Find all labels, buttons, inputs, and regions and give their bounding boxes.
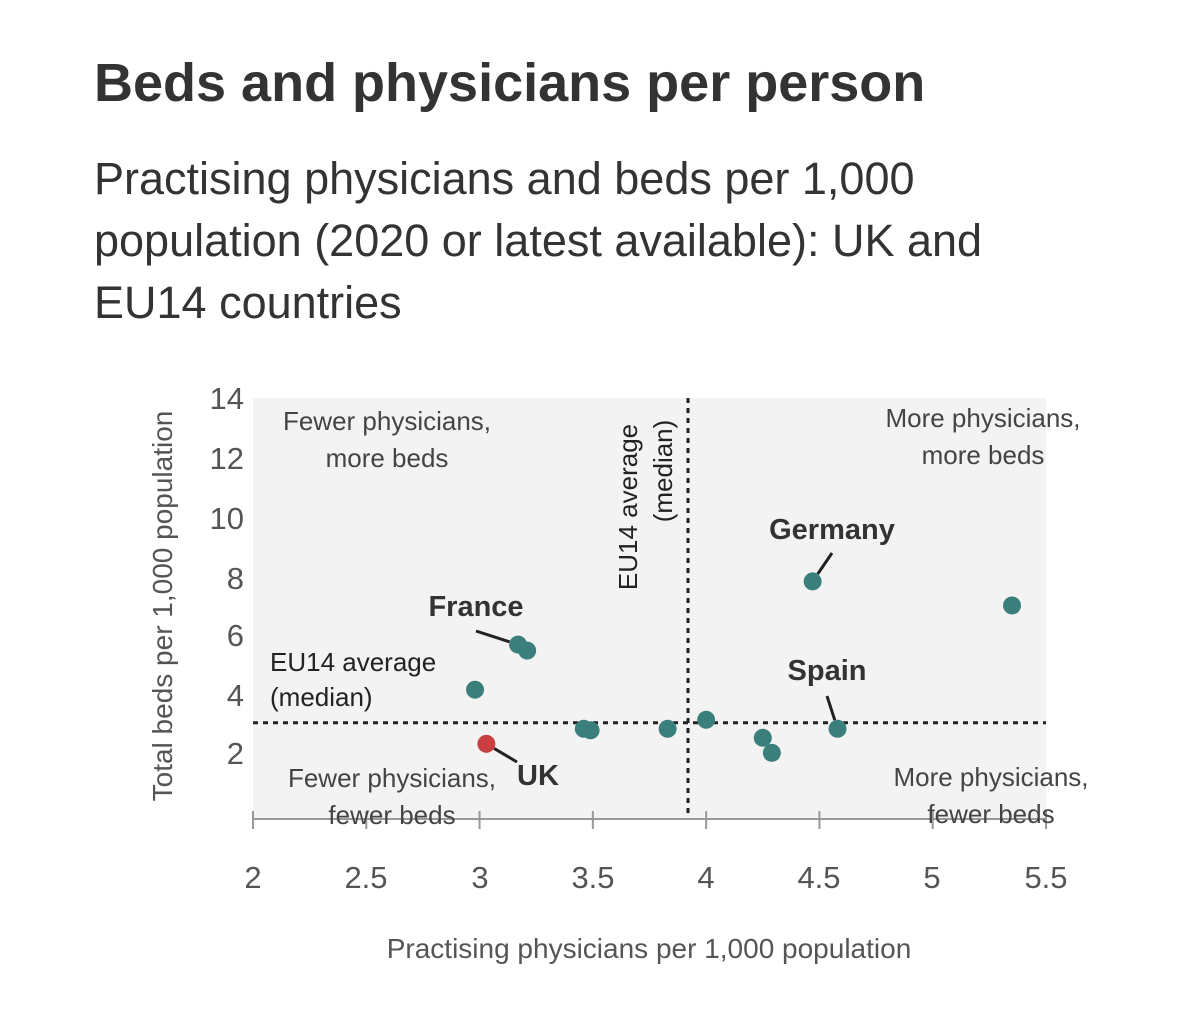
median-lines <box>253 398 1046 814</box>
y-tick-label: 12 <box>210 441 244 476</box>
quadrant-bottom-left-line1: Fewer physicians, <box>288 763 496 793</box>
y-tick-label: 4 <box>227 678 244 713</box>
y-tick-label: 2 <box>227 736 244 771</box>
data-point-highlight <box>477 734 496 753</box>
x-tick-labels: 2 2.5 3 3.5 4 4.5 5 5.5 <box>244 860 1067 895</box>
data-point <box>762 743 781 762</box>
x-tick-label: 2 <box>244 860 261 895</box>
quadrant-bottom-right-line1: More physicians, <box>893 762 1088 792</box>
data-point <box>581 721 600 740</box>
data-points <box>466 572 1022 762</box>
data-point <box>1003 596 1022 615</box>
callout-leader-spain <box>825 695 837 721</box>
quadrant-top-left-line1: Fewer physicians, <box>283 406 491 436</box>
y-median-label-line1: EU14 average <box>270 647 436 677</box>
quadrant-labels: Fewer physicians, more beds More physici… <box>283 403 1089 830</box>
x-tick-label: 3.5 <box>571 860 614 895</box>
callout-label-france: France <box>428 591 523 623</box>
data-point <box>466 680 485 699</box>
data-point <box>697 710 716 729</box>
data-point <box>828 719 847 738</box>
y-median-label-line2: (median) <box>270 682 373 712</box>
callout-label-uk: UK <box>517 760 559 792</box>
callout-leader-france <box>475 629 510 644</box>
quadrant-top-right-line2: more beds <box>922 440 1045 470</box>
y-tick-label: 8 <box>227 561 244 596</box>
x-median-label-line1: EU14 average <box>613 424 643 590</box>
quadrant-bottom-left-line2: fewer beds <box>328 800 455 830</box>
x-axis-label: Practising physicians per 1,000 populati… <box>387 933 912 964</box>
data-point <box>803 572 822 591</box>
y-tick-labels: 14 12 10 8 6 4 2 <box>210 381 244 771</box>
data-point <box>658 719 677 738</box>
data-point <box>753 728 772 747</box>
x-tick-label: 2.5 <box>344 860 387 895</box>
chart-title: Beds and physicians per person <box>94 53 926 113</box>
quadrant-top-left-line2: more beds <box>326 443 449 473</box>
x-tick-label: 5.5 <box>1024 860 1067 895</box>
x-median-label-line2: (median) <box>648 420 678 523</box>
y-tick-label: 14 <box>210 381 244 416</box>
callout-leader-uk <box>493 747 518 764</box>
chart-subtitle: Practising physicians and beds per 1,000… <box>94 153 983 328</box>
callout-label-spain: Spain <box>788 655 867 687</box>
x-tick-label: 5 <box>923 860 940 895</box>
quadrant-top-right-line1: More physicians, <box>885 403 1080 433</box>
callout-label-germany: Germany <box>769 514 895 546</box>
quadrant-bottom-right-line2: fewer beds <box>927 799 1054 829</box>
x-tick-label: 3 <box>471 860 488 895</box>
callout-leaders <box>475 552 837 764</box>
x-axis <box>252 811 1047 829</box>
x-tick-label: 4.5 <box>797 860 840 895</box>
callout-labels: France UK Germany Spain <box>428 514 894 792</box>
data-point <box>518 641 537 660</box>
median-labels: EU14 average (median) EU14 average (medi… <box>270 420 678 712</box>
y-tick-label: 10 <box>210 501 244 536</box>
plot-panel <box>253 398 1046 819</box>
x-tick-label: 4 <box>697 860 714 895</box>
y-tick-label: 6 <box>227 618 244 653</box>
callout-leader-germany <box>816 552 834 575</box>
y-axis-label: Total beds per 1,000 population <box>147 411 178 802</box>
